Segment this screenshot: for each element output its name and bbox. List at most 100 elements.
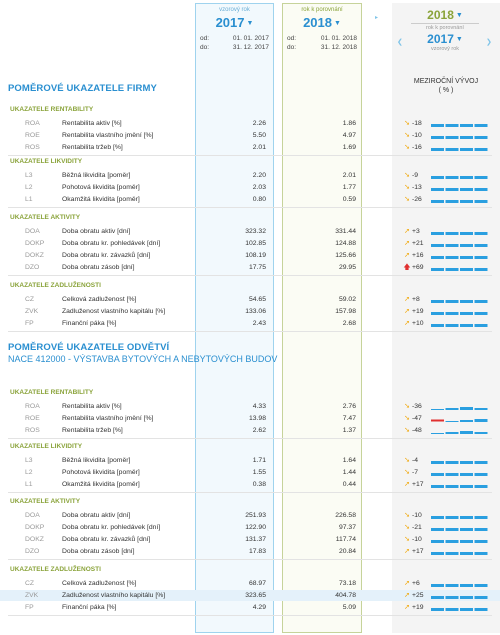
yoy-change: +19 [412,604,424,611]
trend-bar [445,148,459,151]
trend-bar [474,124,488,127]
table-row[interactable]: ROS Rentabilita tržeb [%] 2.62 1.37 ➘ -48 [0,425,500,436]
chevron-left-icon[interactable]: ❮ [397,39,403,46]
trend-bar [431,528,444,531]
trend-bar [445,124,459,127]
table-row[interactable]: L2 Pohotová likvidita [poměr] 2.03 1.77 ➘ -13 [0,182,500,193]
arrow-down-right-icon: ➘ [404,524,410,531]
trend-bars [431,473,488,476]
trend-bars-wrap [431,265,489,271]
yoy-change: +16 [412,252,424,259]
table-row[interactable]: DZO Doba obratu zásob [dní] 17.75 29.95 🡅 +69 [0,262,500,273]
arrow-down-right-icon: ➘ [404,120,410,127]
table-row[interactable]: DOKP Doba obratu kr. pohledávek [dní] 122.… [0,522,500,533]
yoy-change: -10 [412,132,422,139]
arrow-down-right-icon: ➘ [404,427,410,434]
yoy-change: +3 [412,228,420,235]
table-row[interactable]: L3 Běžná likvidita [poměr] 1.71 1.64 ➘ -4 [0,455,500,466]
trend-bars-wrap [431,229,489,235]
ratio-name: Doba obratu kr. závazků [dní] [62,252,151,259]
caret-right-icon[interactable]: ▸ [375,15,379,21]
table-row[interactable]: ZVK Zadluženost vlastního kapitálu [%] 323… [0,590,500,601]
trend-bar [445,300,459,303]
table-row[interactable]: DOA Doba obratu aktiv [dní] 323.32 331.44 ➚ +… [0,226,500,237]
yoy-change: +19 [412,308,424,315]
ratio-code: ROA [25,120,40,127]
table-row[interactable]: DOKZ Doba obratu kr. závazků [dní] 131.37 1… [0,534,500,545]
table-row[interactable]: FP Finanční páka [%] 2.43 2.68 ➚ +10 [0,318,500,329]
table-row[interactable]: L1 Okamžitá likvidita [poměr] 0.38 0.44 ➚ +17 [0,479,500,490]
trend-bar [460,608,473,611]
trend-bars [431,136,488,139]
arrow-down-right-icon: ➘ [404,403,410,410]
table-row[interactable]: DOKP Doba obratu kr. pohledávek [dní] 102.… [0,238,500,249]
ratio-name: Běžná likvidita [poměr] [62,457,131,464]
ratio-code: ROA [25,403,40,410]
table-row[interactable]: FP Finanční páka [%] 4.29 5.09 ➚ +19 [0,602,500,613]
trend-bars-wrap [431,404,489,410]
group-title: UKAZATELE AKTIVITY [10,498,81,505]
table-row[interactable]: DZO Doba obratu zásob [dní] 17.83 20.84 ➚ +17 [0,546,500,557]
base-year-column: vzorový rok 2017 ▼ od: 01. 01. 2017 do: 31.… [195,3,274,633]
trend-bars-wrap [431,133,489,139]
table-row[interactable]: DOKZ Doba obratu kr. závazků [dní] 108.19 1… [0,250,500,261]
trend-bars-wrap [431,297,489,303]
table-row[interactable]: L2 Pohotová likvidita [poměr] 1.55 1.44 ➘ -7 [0,467,500,478]
trend-year-compare[interactable]: 2018 ▼ [427,8,463,22]
compare-year-value: 73.18 [338,580,356,587]
trend-bars [431,148,488,151]
trend-bars [431,516,488,519]
trend-bar [445,312,459,315]
table-row[interactable]: DOA Doba obratu aktiv [dní] 251.93 226.58 ➘ -… [0,510,500,521]
trend-year-compare-label: rok k porovnání [411,23,479,31]
trend-bar [474,528,488,531]
trend-bar [445,432,459,434]
arrow-down-right-icon: ➘ [404,144,410,151]
trend-year-selector: 2018 ▼ rok k porovnání 2017 ▼ vzorový rok [405,8,485,52]
table-row[interactable]: ROA Rentabilita aktiv [%] 2.26 1.86 ➘ -18 [0,118,500,129]
trend-bar [474,516,488,519]
ratio-name: Doba obratu zásob [dní] [62,264,135,271]
arrow-down-right-icon: ➘ [404,536,410,543]
table-row[interactable]: CZ Celková zadluženost [%] 68.97 73.18 ➚ +6 [0,578,500,589]
compare-year-select[interactable]: 2018 ▼ [303,15,341,30]
chevron-right-icon[interactable]: ❯ [486,39,492,46]
table-row[interactable]: CZ Celková zadluženost [%] 54.65 59.02 ➚ +8 [0,294,500,305]
trend-bar [431,596,444,599]
ratio-name: Okamžitá likvidita [poměr] [62,196,140,203]
yoy-change: -13 [412,184,422,191]
ratio-code: DZO [25,548,40,555]
ratio-name: Doba obratu kr. pohledávek [dní] [62,524,161,531]
trend-bar [460,232,473,235]
base-year-value: 54.65 [248,296,266,303]
table-row[interactable]: ROE Rentabilita vlastního jmění [%] 5.50 4.… [0,130,500,141]
trend-bar [445,408,459,410]
compare-year-value: 4.97 [342,132,356,139]
trend-bars [431,461,488,464]
trend-bar [460,473,473,476]
trend-year-base[interactable]: 2017 ▼ [427,32,463,46]
trend-bar [431,419,444,422]
table-row[interactable]: ROA Rentabilita aktiv [%] 4.33 2.76 ➘ -36 [0,401,500,412]
arrow-down-right-icon: ➘ [404,184,410,191]
base-year-value: 13.98 [248,415,266,422]
ratio-code: L1 [25,481,33,488]
trend-bar [431,176,444,179]
table-row[interactable]: ZVK Zadluženost vlastního kapitálu [%] 133… [0,306,500,317]
trend-bar [474,244,488,247]
compare-year-value: 59.02 [338,296,356,303]
divider [8,615,492,616]
table-row[interactable]: ROS Rentabilita tržeb [%] 2.01 1.69 ➘ -16 [0,142,500,153]
compare-year-dates: od: 01. 01. 2018 do: 31. 12. 2018 [287,35,357,51]
trend-bars [431,188,488,191]
ratio-code: L2 [25,184,33,191]
group-title: UKAZATELE LIKVIDITY [10,443,83,450]
trend-bar [431,516,444,519]
table-row[interactable]: ROE Rentabilita vlastního jmění [%] 13.98 7… [0,413,500,424]
base-year-select[interactable]: 2017 ▼ [215,15,254,30]
table-row[interactable]: L3 Běžná likvidita [poměr] 2.20 2.01 ➘ -9 [0,170,500,181]
trend-bar [445,136,459,139]
ratio-code: ZVK [25,308,39,315]
table-row[interactable]: L1 Okamžitá likvidita [poměr] 0.80 0.59 ➘ -26 [0,194,500,205]
yoy-change: -16 [412,144,422,151]
